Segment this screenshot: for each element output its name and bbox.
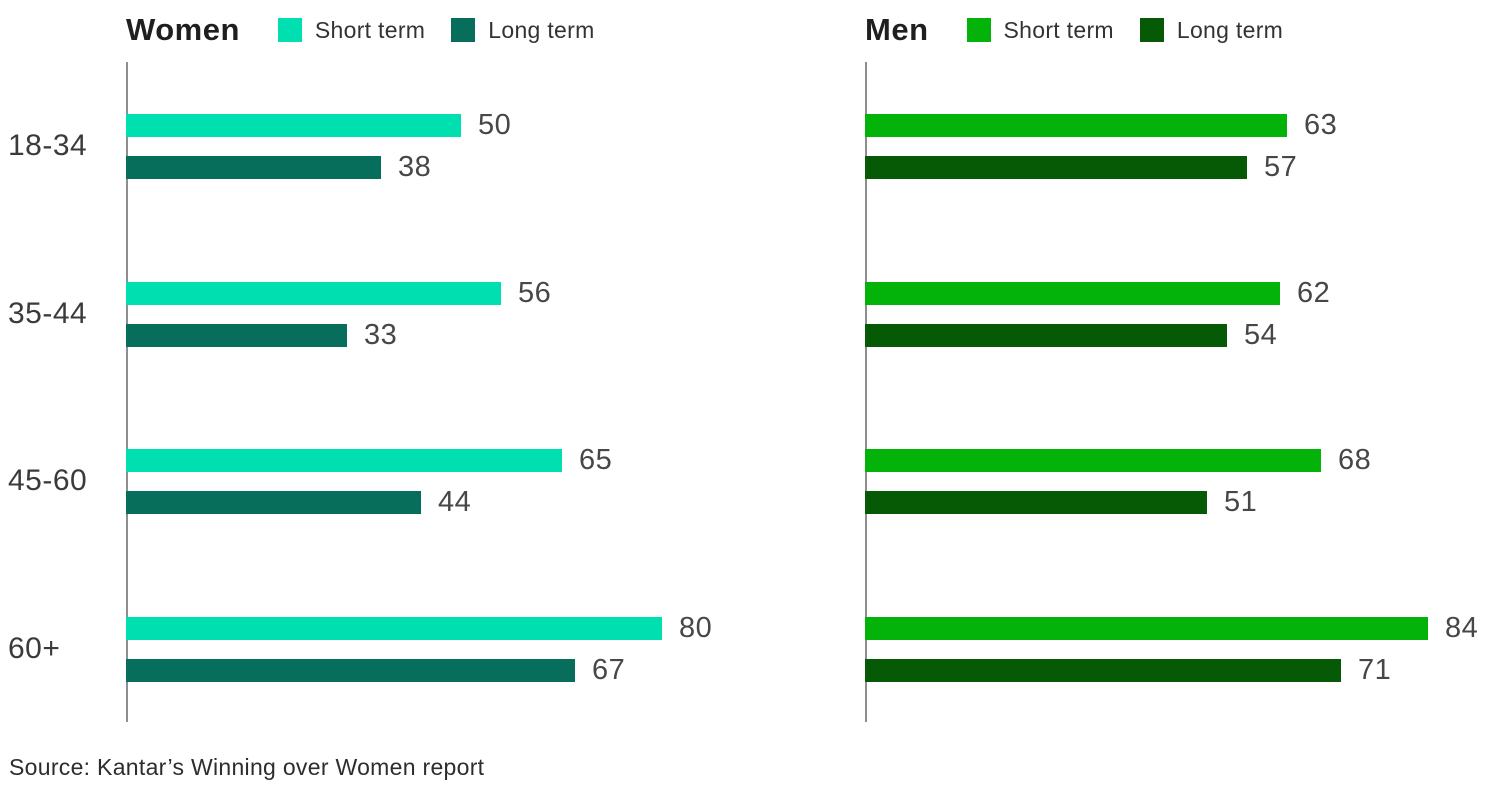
chart-panel: Women Short term Long term 18-34 50 38 3… <box>0 0 750 740</box>
legend-label: Long term <box>488 16 595 43</box>
category-label: 35-44 <box>8 296 88 330</box>
long-term-bar <box>865 658 1341 682</box>
y-axis-line <box>865 62 867 722</box>
category-label: 60+ <box>8 631 61 665</box>
legend-item: Short term <box>277 16 426 44</box>
short-term-bar <box>126 449 562 472</box>
short-term-bar <box>865 114 1287 137</box>
legend-label: Long term <box>1176 16 1284 43</box>
panel-title: Women <box>126 12 240 47</box>
bar-value: 68 <box>1338 444 1372 476</box>
long-term-legend-swatch <box>1139 18 1164 42</box>
long-term-bar <box>126 491 421 514</box>
legend-label: Short term <box>1003 16 1114 43</box>
bar-row: 71 <box>865 654 1391 686</box>
bar-row: 68 <box>865 444 1371 476</box>
bar-value: 67 <box>592 653 626 686</box>
legend-item: Short term <box>966 16 1114 44</box>
short-term-bar <box>865 449 1321 472</box>
short-term-legend-swatch <box>277 18 302 42</box>
bar-value: 50 <box>478 109 512 141</box>
panel-title: Men <box>865 12 929 47</box>
source-note: Source: Kantar’s Winning over Women repo… <box>9 754 485 780</box>
bar-row: 38 <box>126 151 431 183</box>
bar-row: 80 <box>126 612 712 644</box>
legend-item: Long term <box>1139 16 1284 44</box>
bar-row: 63 <box>865 109 1337 141</box>
bar-value: 38 <box>398 151 432 183</box>
short-term-bar <box>865 281 1280 305</box>
panel-header: Women Short term Long term <box>0 12 750 48</box>
bar-value: 54 <box>1244 318 1278 351</box>
category-label: 18-34 <box>8 129 88 162</box>
legend: Short term Long term <box>966 16 1284 44</box>
bar-value: 57 <box>1264 151 1298 183</box>
plot-area: 18-34 50 38 35-44 56 33 45-60 65 44 60+ … <box>0 62 750 722</box>
legend: Short term Long term <box>277 16 595 44</box>
plot-area: 63 57 62 54 68 51 84 71 <box>750 62 1500 722</box>
bar-row: 33 <box>126 319 397 351</box>
bar-row: 57 <box>865 151 1297 183</box>
short-term-bar <box>126 616 662 640</box>
bar-row: 84 <box>865 612 1478 644</box>
chart-panel: Men Short term Long term 63 57 62 54 68 … <box>750 0 1500 740</box>
bar-row: 56 <box>126 277 551 309</box>
short-term-legend-swatch <box>966 18 991 42</box>
long-term-bar <box>126 156 381 179</box>
long-term-bar <box>865 491 1207 514</box>
bar-row: 51 <box>865 486 1257 518</box>
short-term-bar <box>865 616 1428 640</box>
bar-row: 65 <box>126 444 612 476</box>
bar-value: 65 <box>579 444 613 476</box>
bar-value: 71 <box>1358 653 1392 686</box>
y-axis-line <box>126 62 128 722</box>
bar-row: 44 <box>126 486 471 518</box>
bar-value: 84 <box>1445 611 1479 644</box>
short-term-bar <box>126 281 501 305</box>
bar-row: 67 <box>126 654 625 686</box>
bar-value: 51 <box>1224 486 1258 518</box>
long-term-bar <box>865 323 1227 347</box>
short-term-bar <box>126 114 461 137</box>
panel-header: Men Short term Long term <box>750 12 1500 48</box>
bar-value: 63 <box>1304 109 1338 141</box>
legend-item: Long term <box>451 17 594 44</box>
bar-value: 62 <box>1297 276 1331 309</box>
bar-value: 44 <box>438 486 472 518</box>
legend-label: Short term <box>314 16 426 43</box>
bar-row: 54 <box>865 319 1277 351</box>
bar-row: 62 <box>865 277 1330 309</box>
long-term-bar <box>865 156 1247 179</box>
long-term-bar <box>126 323 347 347</box>
category-label: 45-60 <box>8 464 88 497</box>
long-term-legend-swatch <box>451 18 476 42</box>
bar-value: 56 <box>518 276 552 309</box>
long-term-bar <box>126 658 575 682</box>
bar-value: 33 <box>364 318 398 351</box>
bar-value: 80 <box>679 611 713 644</box>
bar-row: 50 <box>126 109 511 141</box>
